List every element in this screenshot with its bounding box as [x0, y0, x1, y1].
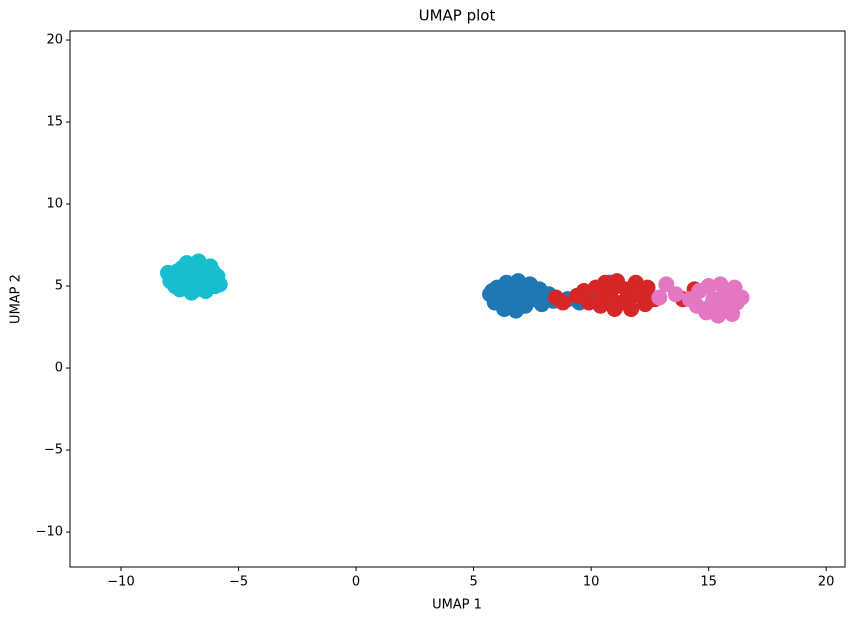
x-tick-label: 20 [818, 575, 835, 590]
x-tick-label: 10 [583, 575, 600, 590]
point [536, 289, 553, 306]
y-tick-label: 5 [55, 279, 63, 294]
x-tick-label: −10 [107, 575, 134, 590]
point [496, 301, 513, 318]
point [484, 282, 501, 299]
y-tick-label: 10 [46, 197, 63, 212]
point [554, 294, 571, 311]
y-tick-label: 15 [46, 115, 63, 130]
point [505, 281, 522, 298]
x-tick-label: 5 [469, 575, 477, 590]
point [199, 274, 216, 291]
point [714, 294, 731, 311]
chart-title: UMAP plot [419, 7, 496, 25]
point [667, 286, 684, 303]
point [211, 276, 228, 293]
point [594, 289, 611, 306]
point [651, 289, 668, 306]
axes-frame [69, 30, 846, 568]
y-tick-label: 0 [55, 361, 63, 376]
x-tick-label: −5 [229, 575, 248, 590]
x-axis-label: UMAP 1 [432, 598, 482, 613]
point [733, 289, 750, 306]
y-tick-label: −10 [36, 525, 63, 540]
point [724, 305, 741, 322]
point [188, 281, 205, 298]
point [160, 264, 177, 281]
y-tick-label: −5 [44, 443, 63, 458]
plot-area [160, 253, 750, 324]
point [512, 292, 529, 309]
y-tick-label: 20 [46, 33, 63, 48]
point [639, 279, 656, 296]
point [700, 278, 717, 295]
x-tick-label: 0 [352, 575, 360, 590]
y-axis-label: UMAP 2 [9, 274, 24, 324]
point [181, 258, 198, 275]
point [167, 278, 184, 295]
point [620, 291, 637, 308]
x-tick-label: 15 [700, 575, 717, 590]
